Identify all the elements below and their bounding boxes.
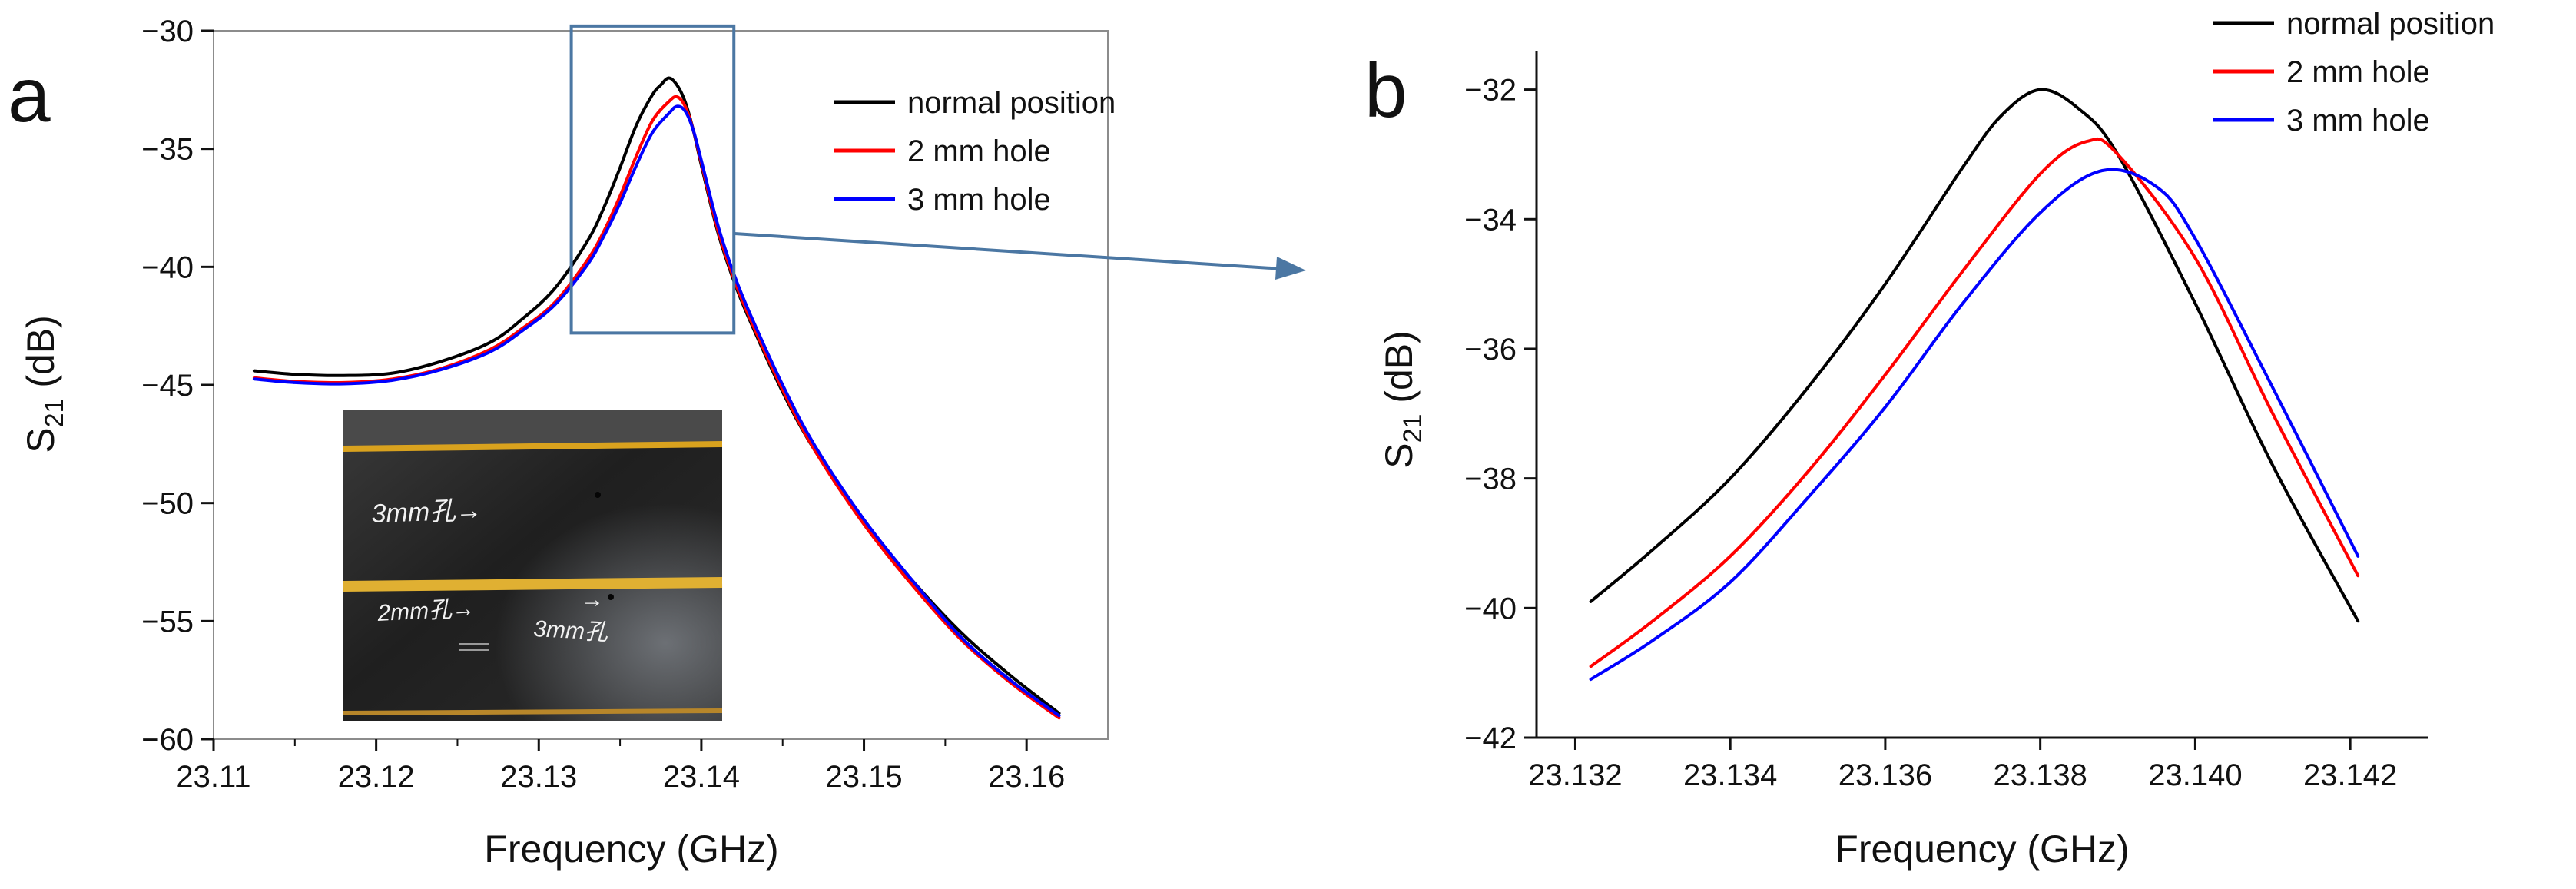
panel-b-letter: b xyxy=(1364,48,1407,134)
panel-a-x-axis-title: Frequency (GHz) xyxy=(484,828,778,871)
panel-a-series-line-3 xyxy=(252,104,1061,718)
panel-b-x-tick-label: 23.140 xyxy=(2148,758,2242,792)
panel-b-x-axis-title: Frequency (GHz) xyxy=(1835,828,2129,871)
panel-a-y-tick-label: −60 xyxy=(141,723,194,757)
panel-a-y-tick-label: −35 xyxy=(141,133,194,167)
panel-b-x-tick-label: 23.134 xyxy=(1683,758,1777,792)
panel-a-y-axis-title: S21 (dB) xyxy=(19,315,69,453)
inset-photo-glare xyxy=(343,410,722,721)
panel-a-legend-label-1: normal position xyxy=(907,86,1116,120)
panel-b-legend: normal position 2 mm hole 3 mm hole xyxy=(2213,7,2495,138)
inset-photo-arrow: → xyxy=(581,587,604,612)
panel-b-series-line-1 xyxy=(1589,88,2360,623)
panel-a-x-tick-label: 23.16 xyxy=(988,760,1065,794)
panel-b-y-tick-label: −40 xyxy=(1464,592,1517,625)
panel-b-y-tick-label: −32 xyxy=(1464,74,1517,108)
panel-a-y-axis-title-sub: 21 xyxy=(40,399,69,428)
inset-photo-top-edge xyxy=(343,410,722,446)
inset-photo-label-2mm: 2mm孔→ xyxy=(376,595,476,626)
panel-a-y-tick-label: −50 xyxy=(141,487,194,521)
panel-b-y-axis-title: S21 (dB) xyxy=(1378,330,1427,469)
panel-a: a 23.11 23.12 23.13 23.14 23.15 23.16 −30−35−… xyxy=(8,15,1306,871)
panel-b-x-tick-label: 23.132 xyxy=(1528,758,1622,792)
panel-a-y-axis-title-main: S xyxy=(19,427,62,453)
panel-b-y-tick-label: −34 xyxy=(1464,203,1517,237)
zoom-arrow xyxy=(734,232,1306,280)
zoom-box xyxy=(569,24,736,335)
panel-a-x-ticks: 23.11 23.12 23.13 23.14 23.15 23.16 xyxy=(176,739,1065,794)
zoom-arrow-head xyxy=(1275,257,1306,280)
panel-a-legend-label-2: 2 mm hole xyxy=(907,134,1051,168)
panel-a-x-tick-label: 23.12 xyxy=(338,760,415,794)
panel-b-y-axis-title-sub: 21 xyxy=(1398,414,1427,443)
panel-a-legend-label-3: 3 mm hole xyxy=(907,183,1051,217)
panel-b-y-axis-title-main: S xyxy=(1378,443,1421,468)
panel-a-series xyxy=(252,76,1061,720)
panel-b-legend-label-2: 2 mm hole xyxy=(2286,55,2430,89)
inset-photo: 3mm孔→ 2mm孔→ → 3mm孔 xyxy=(343,410,723,721)
panel-b-x-ticks: 23.132 23.134 23.136 23.138 23.140 23.142 xyxy=(1528,738,2397,792)
panel-b-y-ticks: −32 −34 −36 −38 −40 −42 xyxy=(1464,74,1537,755)
panel-a-y-tick-label: −40 xyxy=(141,250,194,284)
inset-photo-hole-lower xyxy=(608,594,614,600)
panel-a-y-tick-label: −30 xyxy=(141,15,194,48)
inset-photo-hole-upper xyxy=(595,492,601,498)
inset-photo-stripe-bottom xyxy=(343,708,723,715)
panel-b-y-axis-title-unit: (dB) xyxy=(1378,330,1421,413)
panel-a-x-tick-label: 23.15 xyxy=(825,760,902,794)
panel-a-y-ticks: −30 −35 −40 −45 −50 −55 −60 xyxy=(141,15,214,757)
zoom-arrow-shaft xyxy=(734,232,1284,270)
panel-a-series-line-2 xyxy=(252,95,1061,720)
panel-b-series xyxy=(1589,88,2360,682)
panel-b-series-line-2 xyxy=(1589,137,2360,668)
panel-b-y-tick-label: −42 xyxy=(1464,721,1517,755)
panel-b-y-tick-label: −38 xyxy=(1464,463,1517,496)
panel-a-letter: a xyxy=(8,52,51,138)
panel-b-y-tick-label: −36 xyxy=(1464,333,1517,367)
panel-b-legend-label-3: 3 mm hole xyxy=(2286,104,2430,138)
panel-b-x-tick-label: 23.142 xyxy=(2303,758,2397,792)
panel-a-y-axis-title-unit: (dB) xyxy=(19,315,62,398)
panel-b-legend-label-1: normal position xyxy=(2286,7,2495,41)
inset-photo-label-3mm-lower: 3mm孔 xyxy=(533,616,609,645)
inset-photo-stripe-top xyxy=(343,441,723,452)
panel-b-series-line-3 xyxy=(1589,168,2360,682)
inset-photo-stripe-middle xyxy=(343,577,723,592)
panel-a-x-tick-label: 23.13 xyxy=(500,760,577,794)
panel-a-y-tick-label: −55 xyxy=(141,605,194,639)
panel-a-legend: normal position 2 mm hole 3 mm hole xyxy=(834,86,1116,217)
panel-b: b 23.132 23.134 23.136 23.138 23.140 23.142 −… xyxy=(1364,7,2495,871)
panel-b-x-tick-label: 23.136 xyxy=(1838,758,1932,792)
panel-a-x-tick-label: 23.11 xyxy=(176,760,250,794)
panel-a-x-tick-label: 23.14 xyxy=(663,760,740,794)
panel-b-x-tick-label: 23.138 xyxy=(1993,758,2087,792)
panel-a-y-tick-label: −45 xyxy=(141,369,194,403)
inset-photo-label-3mm-upper: 3mm孔→ xyxy=(371,496,482,529)
